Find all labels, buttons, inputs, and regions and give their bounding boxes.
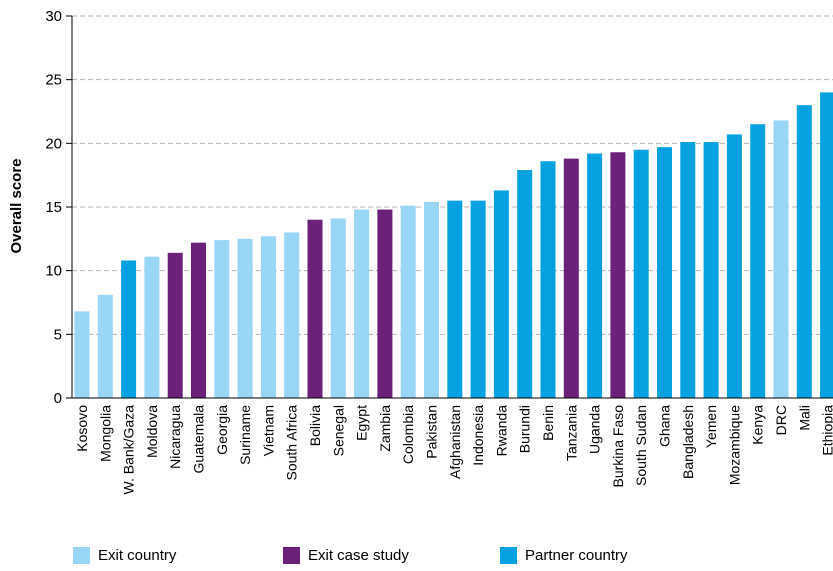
x-tick-label: Pakistan bbox=[424, 405, 440, 459]
y-tick-label: 25 bbox=[45, 72, 62, 89]
bar-mozambique bbox=[726, 134, 742, 399]
x-tick-label: Guatemala bbox=[191, 405, 207, 474]
bar-benin bbox=[540, 161, 556, 398]
bar-vietnam bbox=[260, 236, 276, 398]
x-tick-label: Bangladesh bbox=[680, 405, 696, 479]
bar-kenya bbox=[750, 124, 766, 398]
legend-label-exit-case-study: Exit case study bbox=[308, 547, 409, 564]
x-tick-label: Egypt bbox=[354, 405, 370, 441]
x-tick-label: Vietnam bbox=[260, 405, 276, 456]
bar-senegal bbox=[330, 218, 346, 398]
x-tick-label: Colombia bbox=[400, 405, 416, 464]
bar-burkina-faso bbox=[610, 152, 626, 398]
x-tick-label: Indonesia bbox=[470, 405, 486, 466]
x-tick-label: Burkina Faso bbox=[610, 405, 626, 488]
bar-drc bbox=[773, 120, 789, 398]
bar-rwanda bbox=[493, 190, 509, 398]
x-tick-label: W. Bank/Gaza bbox=[121, 405, 137, 495]
legend-label-partner-country: Partner country bbox=[525, 547, 628, 564]
bar-kosovo bbox=[74, 311, 90, 398]
bar-south-africa bbox=[284, 232, 300, 398]
legend-item-exit-country: Exit country bbox=[73, 547, 176, 564]
bars bbox=[74, 92, 833, 399]
bar-bolivia bbox=[307, 219, 323, 398]
x-tick-label: Benin bbox=[540, 405, 556, 441]
y-tick-label: 30 bbox=[45, 8, 62, 25]
x-tick-label: Afghanistan bbox=[447, 405, 463, 479]
x-tick-label: South Africa bbox=[284, 405, 300, 481]
x-tick-label: South Sudan bbox=[633, 405, 649, 486]
bar-colombia bbox=[400, 205, 416, 398]
bar-uganda bbox=[587, 153, 603, 398]
y-axis-title: Overall score bbox=[8, 158, 25, 253]
bar-south-sudan bbox=[633, 149, 649, 398]
legend-swatch-partner-country bbox=[500, 547, 517, 564]
y-tick-label: 15 bbox=[45, 199, 62, 216]
bar-mali bbox=[796, 105, 812, 398]
bar-zambia bbox=[377, 209, 393, 398]
x-tick-label: Moldova bbox=[144, 405, 160, 458]
x-tick-label: Georgia bbox=[214, 405, 230, 455]
y-tick-label: 0 bbox=[54, 390, 62, 407]
x-tick-label: Zambia bbox=[377, 405, 393, 452]
bar-mongolia bbox=[97, 294, 113, 398]
bar-w-bank-gaza bbox=[121, 260, 137, 398]
x-tick-label: Suriname bbox=[237, 405, 253, 465]
legend-label-exit-country: Exit country bbox=[98, 547, 177, 564]
x-tick-label: Nicaragua bbox=[167, 405, 183, 469]
x-tick-label: Kosovo bbox=[74, 405, 90, 452]
bar-indonesia bbox=[470, 200, 486, 398]
y-axis: 0 5 10 15 20 25 30 bbox=[45, 8, 833, 407]
x-tick-label: Mozambique bbox=[726, 405, 742, 485]
bar-ghana bbox=[657, 147, 672, 398]
bar-nicaragua bbox=[167, 252, 183, 398]
x-tick-label: Mongolia bbox=[97, 405, 113, 462]
legend-swatch-exit-case-study bbox=[283, 547, 300, 564]
x-tick-label: Kenya bbox=[750, 405, 766, 445]
x-tick-label: Mali bbox=[796, 405, 812, 431]
legend-swatch-exit-country bbox=[73, 547, 90, 564]
x-tick-label: Rwanda bbox=[493, 405, 509, 457]
y-tick-label: 10 bbox=[45, 263, 62, 280]
x-tick-label: Yemen bbox=[703, 405, 719, 448]
bar-bangladesh bbox=[680, 142, 696, 398]
x-tick-label: Senegal bbox=[330, 405, 346, 456]
bar-egypt bbox=[354, 209, 370, 398]
legend-item-partner-country: Partner country bbox=[500, 547, 628, 564]
bar-guatemala bbox=[191, 242, 206, 398]
x-tick-label: Burundi bbox=[517, 405, 533, 453]
x-tick-label: Bolivia bbox=[307, 405, 323, 446]
bar-suriname bbox=[237, 238, 253, 398]
legend-item-exit-case-study: Exit case study bbox=[283, 547, 409, 564]
y-tick-label: 20 bbox=[45, 135, 62, 152]
bar-pakistan bbox=[424, 201, 439, 398]
x-tick-label: Ethiopia bbox=[820, 405, 833, 456]
bar-georgia bbox=[214, 240, 230, 398]
bar-moldova bbox=[144, 256, 160, 398]
x-axis-labels: Kosovo Mongolia W. Bank/Gaza Moldova Nicarag… bbox=[74, 405, 833, 495]
x-tick-label: Uganda bbox=[587, 405, 603, 454]
bar-tanzania bbox=[563, 158, 579, 398]
bar-afghanistan bbox=[447, 200, 463, 398]
x-tick-label: Tanzania bbox=[563, 405, 579, 461]
y-tick-label: 5 bbox=[54, 326, 62, 343]
bar-yemen bbox=[703, 142, 719, 398]
x-tick-label: Ghana bbox=[657, 405, 673, 447]
bar-burundi bbox=[517, 170, 533, 398]
x-tick-label: DRC bbox=[773, 405, 789, 435]
bar-ethiopia bbox=[820, 92, 833, 399]
legend: Exit country Exit case study Partner cou… bbox=[0, 547, 833, 567]
